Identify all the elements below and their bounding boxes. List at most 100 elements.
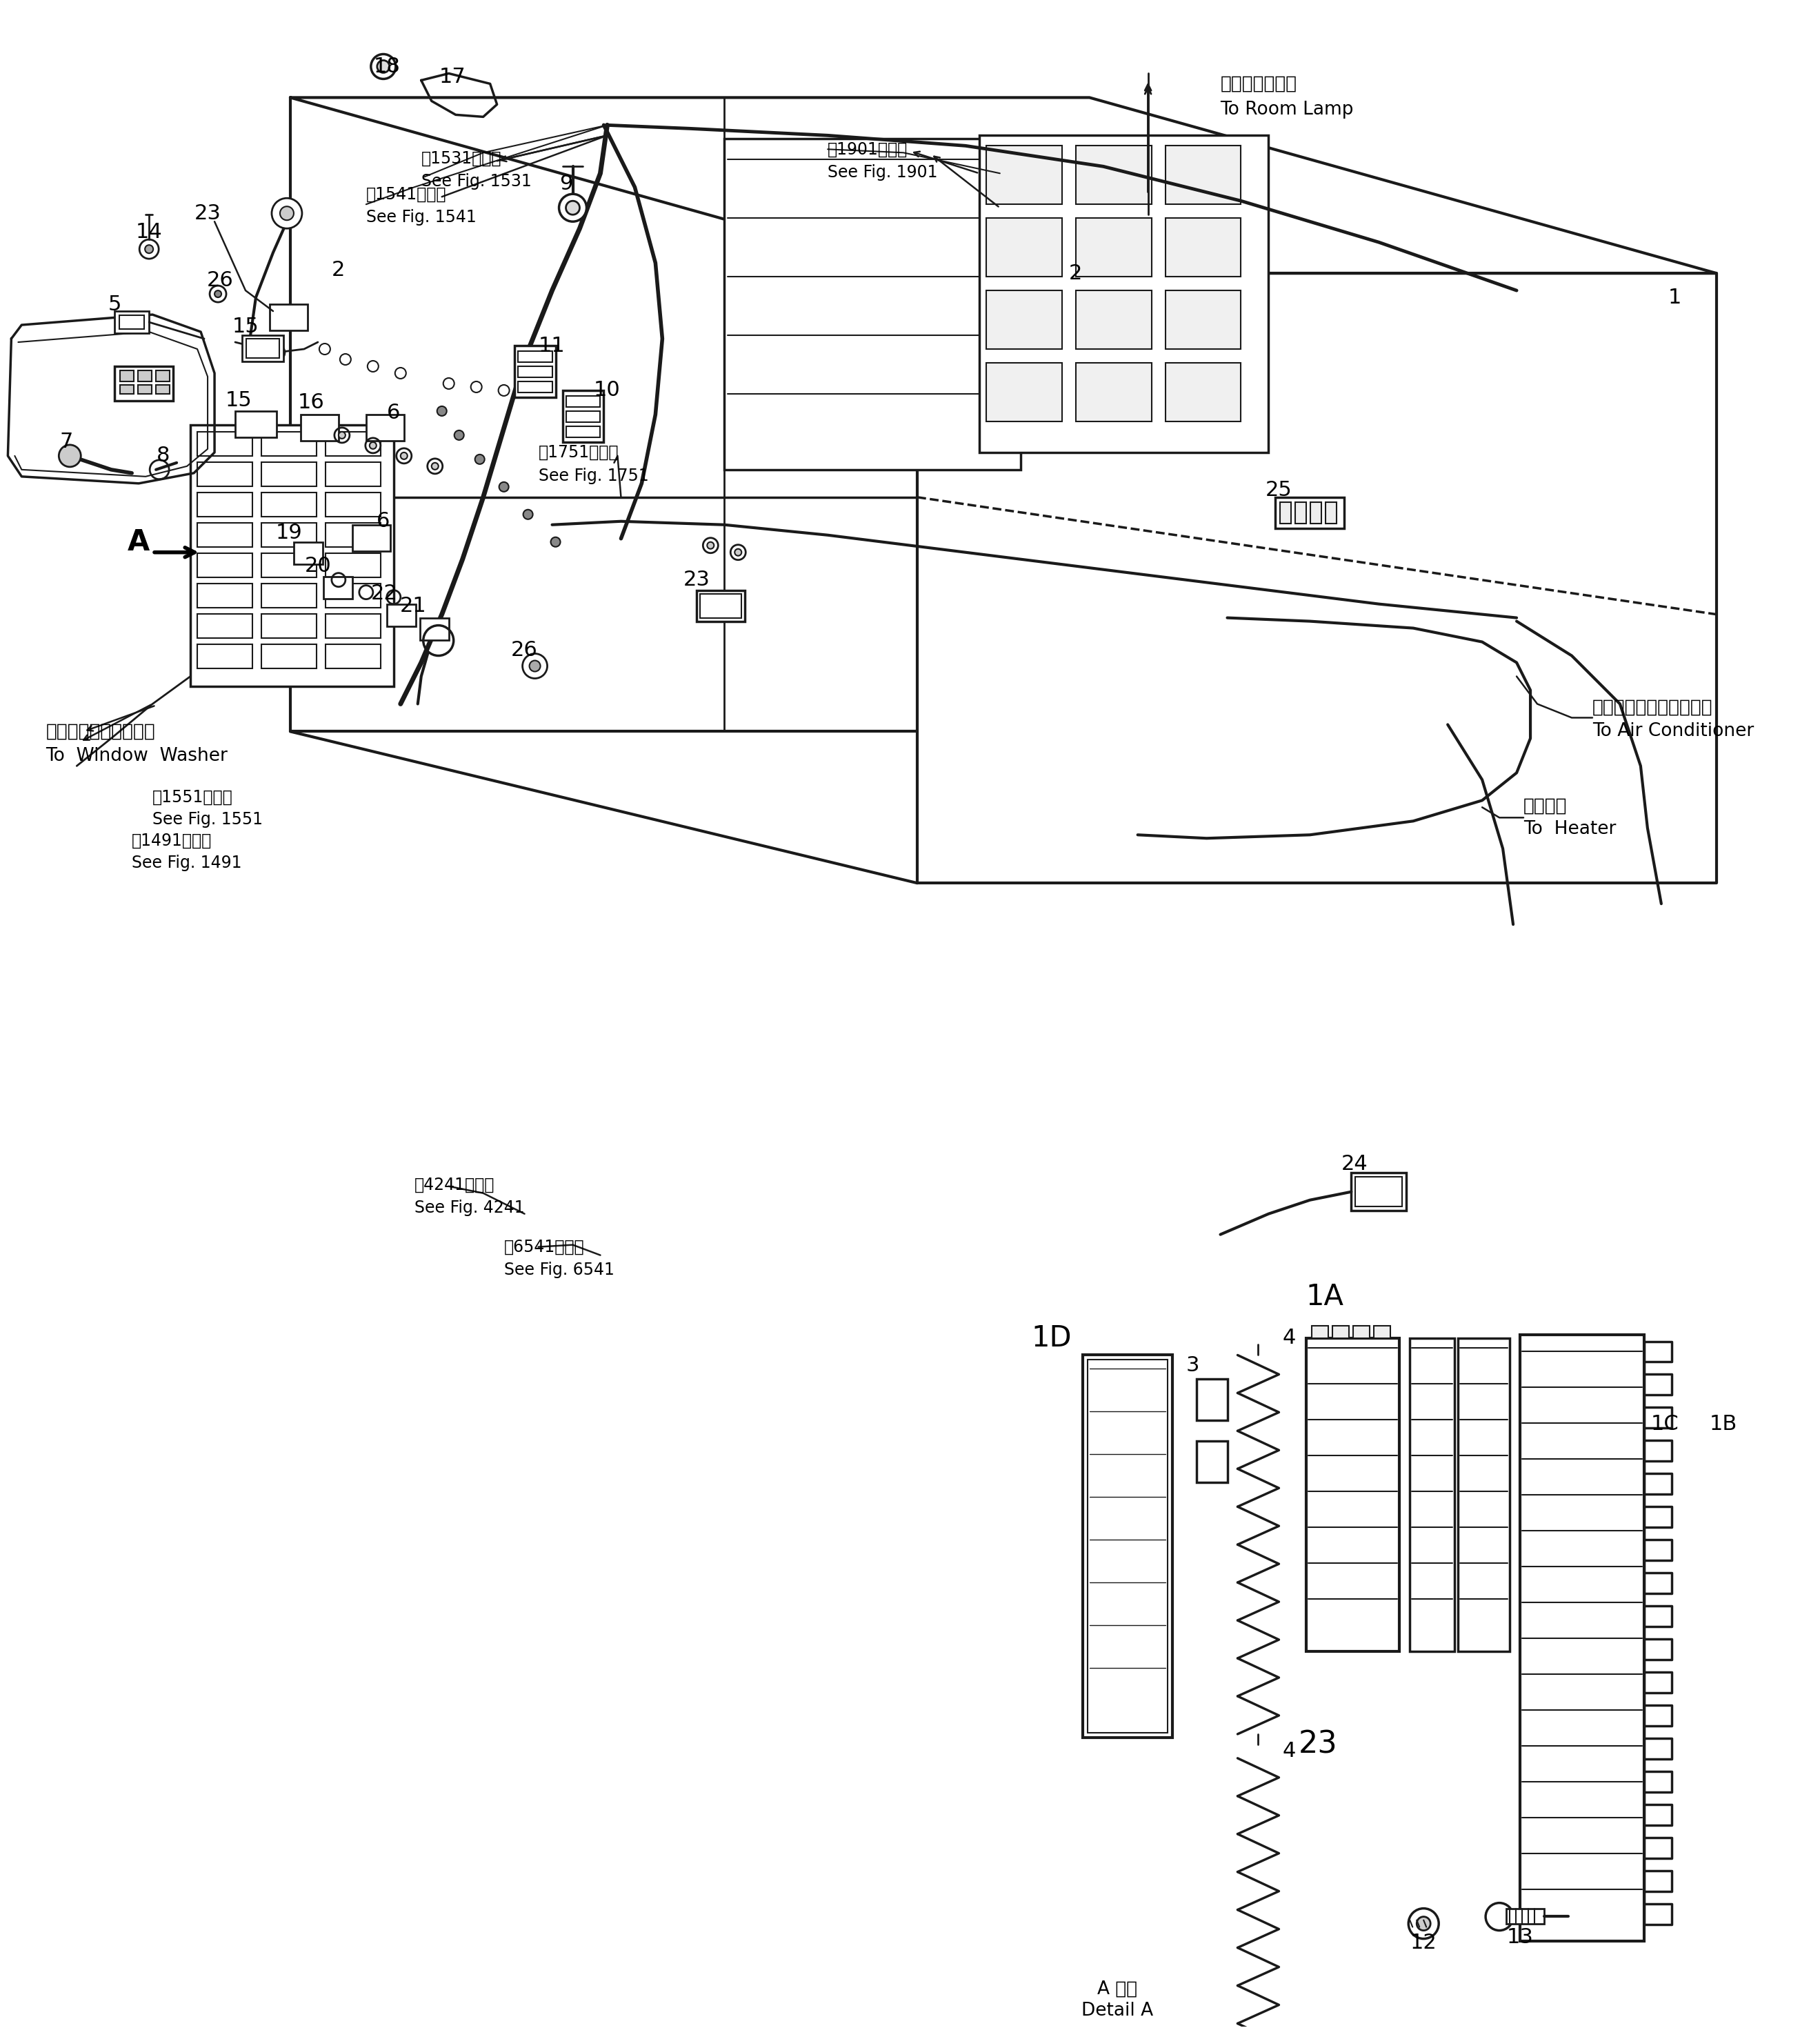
- Bar: [1165, 146, 1241, 205]
- Text: 第6541図参照: 第6541図参照: [504, 1239, 584, 1255]
- Text: 23: 23: [682, 570, 710, 590]
- Circle shape: [708, 541, 713, 550]
- Bar: [326, 523, 380, 548]
- Bar: [1076, 363, 1152, 422]
- Bar: [701, 594, 741, 619]
- Bar: [986, 146, 1061, 205]
- Bar: [262, 614, 317, 637]
- Bar: [366, 414, 404, 440]
- Bar: [1310, 503, 1321, 523]
- Text: エアーコンディショナへ: エアーコンディショナへ: [1592, 698, 1713, 716]
- Circle shape: [215, 290, 222, 298]
- Bar: [1279, 503, 1292, 523]
- Bar: [1520, 1334, 1643, 1941]
- Text: 18: 18: [373, 57, 400, 77]
- Bar: [262, 645, 317, 667]
- Circle shape: [437, 406, 446, 416]
- Bar: [262, 523, 317, 548]
- Text: 第4241図参照: 第4241図参照: [415, 1176, 495, 1192]
- Bar: [120, 371, 135, 381]
- Text: 第1541図参照: 第1541図参照: [366, 187, 446, 203]
- Bar: [517, 367, 551, 377]
- Text: See Fig. 4241: See Fig. 4241: [415, 1199, 524, 1217]
- Bar: [388, 604, 415, 627]
- Text: 1: 1: [1669, 288, 1682, 308]
- Bar: [197, 523, 253, 548]
- Bar: [235, 412, 277, 438]
- Text: To Room Lamp: To Room Lamp: [1221, 101, 1354, 120]
- Circle shape: [146, 245, 153, 254]
- Bar: [697, 590, 744, 621]
- Bar: [269, 304, 308, 331]
- Bar: [138, 371, 151, 381]
- Bar: [1165, 219, 1241, 276]
- Bar: [1196, 1442, 1227, 1482]
- Bar: [262, 432, 317, 456]
- Text: ウインドウォッシャへ: ウインドウォッシャへ: [46, 722, 155, 740]
- Text: 4: 4: [1283, 1328, 1296, 1349]
- Bar: [326, 614, 380, 637]
- Bar: [1076, 146, 1152, 205]
- Bar: [262, 584, 317, 608]
- Bar: [724, 138, 1021, 470]
- Bar: [326, 493, 380, 517]
- Text: 23: 23: [195, 203, 220, 223]
- Bar: [1076, 290, 1152, 349]
- Text: See Fig. 1541: See Fig. 1541: [366, 209, 477, 225]
- Bar: [515, 345, 555, 397]
- Text: A: A: [127, 527, 149, 556]
- Text: To  Heater: To Heater: [1523, 821, 1616, 838]
- Bar: [1312, 1326, 1329, 1338]
- Bar: [115, 310, 149, 333]
- Circle shape: [369, 442, 377, 448]
- Text: 1D: 1D: [1032, 1324, 1072, 1353]
- Text: ヒータへ: ヒータへ: [1523, 797, 1567, 815]
- Circle shape: [400, 452, 408, 458]
- Text: 第1531図参照: 第1531図参照: [420, 150, 502, 166]
- Bar: [293, 541, 322, 564]
- Text: See Fig. 1901: See Fig. 1901: [828, 164, 937, 180]
- Bar: [517, 351, 551, 363]
- Text: 第1901図参照: 第1901図参照: [828, 140, 908, 158]
- Text: To Air Conditioner: To Air Conditioner: [1592, 722, 1754, 740]
- Circle shape: [475, 454, 484, 464]
- Text: 3: 3: [1187, 1355, 1199, 1375]
- Circle shape: [431, 462, 439, 470]
- Text: To  Window  Washer: To Window Washer: [46, 748, 228, 765]
- Text: See Fig. 1551: See Fig. 1551: [153, 811, 262, 827]
- Bar: [326, 462, 380, 487]
- Text: 26: 26: [207, 270, 233, 290]
- Bar: [157, 385, 169, 393]
- Text: 22: 22: [371, 584, 397, 604]
- Circle shape: [522, 509, 533, 519]
- Text: 17: 17: [439, 67, 466, 87]
- Text: 16: 16: [298, 393, 324, 414]
- Bar: [1374, 1326, 1390, 1338]
- Text: 1C: 1C: [1651, 1414, 1678, 1434]
- Bar: [197, 493, 253, 517]
- Text: 24: 24: [1341, 1154, 1369, 1174]
- Bar: [326, 645, 380, 667]
- Circle shape: [530, 661, 541, 671]
- Bar: [242, 335, 284, 361]
- Text: ルームランプへ: ルームランプへ: [1221, 75, 1298, 93]
- Text: See Fig. 1491: See Fig. 1491: [131, 856, 242, 872]
- Bar: [120, 385, 135, 393]
- Text: 26: 26: [511, 641, 539, 661]
- Bar: [262, 462, 317, 487]
- Bar: [191, 424, 393, 687]
- Bar: [115, 367, 173, 402]
- Circle shape: [1416, 1916, 1431, 1931]
- Text: 12: 12: [1411, 1933, 1438, 1953]
- Text: 7: 7: [60, 432, 73, 452]
- Text: 4: 4: [1283, 1742, 1296, 1760]
- Bar: [246, 339, 278, 359]
- Bar: [562, 391, 604, 442]
- Circle shape: [499, 483, 510, 491]
- Text: 6: 6: [377, 511, 389, 531]
- Bar: [1165, 290, 1241, 349]
- Bar: [324, 576, 353, 598]
- Bar: [1354, 1326, 1370, 1338]
- Bar: [120, 314, 144, 329]
- Bar: [353, 525, 389, 552]
